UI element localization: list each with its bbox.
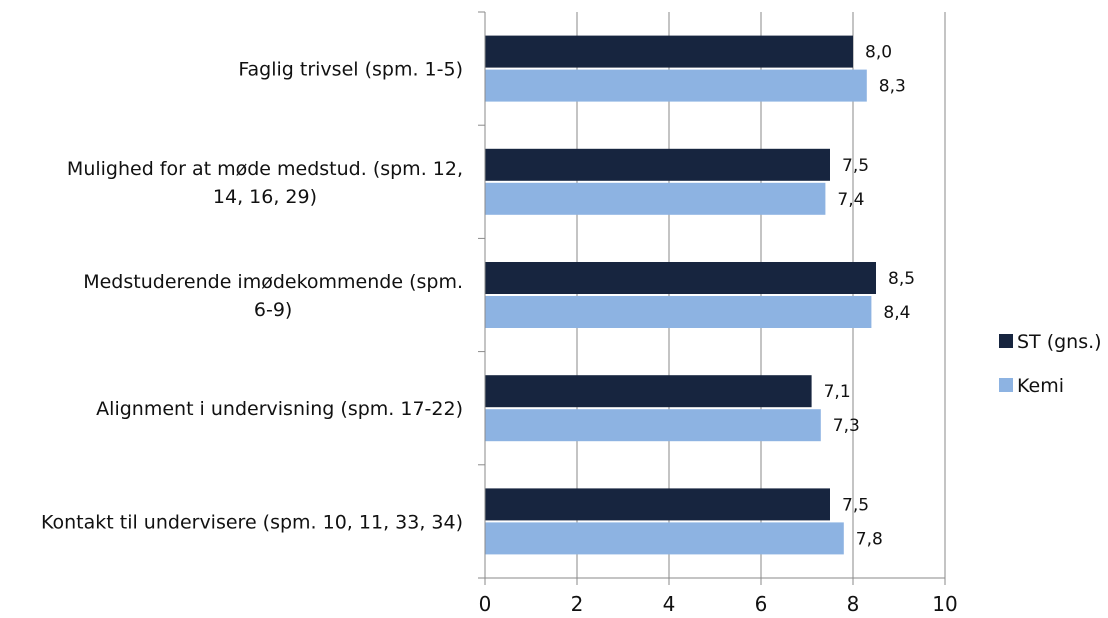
data-label: 8,5 xyxy=(888,269,915,289)
data-label: 7,1 xyxy=(824,382,851,402)
legend-swatch xyxy=(999,378,1013,392)
bar-st xyxy=(485,262,876,294)
category-label: Kontakt til undervisere (spm. 10, 11, 33… xyxy=(41,511,463,533)
bar-kemi xyxy=(485,522,844,555)
x-tick-label: 2 xyxy=(571,592,584,616)
data-label: 8,0 xyxy=(865,43,892,63)
bar-st xyxy=(485,35,853,68)
bar-kemi xyxy=(485,182,826,215)
data-label: 8,3 xyxy=(879,77,906,97)
x-tick-label: 0 xyxy=(479,592,492,616)
data-label: 7,5 xyxy=(842,156,869,176)
bar-st xyxy=(485,148,830,181)
gridlines xyxy=(576,12,946,578)
legend-label: ST (gns.) xyxy=(1017,331,1102,353)
category-label: Medstuderende imødekommende (spm. xyxy=(83,271,463,293)
bar-kemi xyxy=(485,296,872,328)
data-label: 7,3 xyxy=(833,416,860,436)
bar-kemi xyxy=(485,409,821,442)
category-label: Mulighed for at møde medstud. (spm. 12, xyxy=(67,158,463,180)
legend: ST (gns.) Kemi xyxy=(999,331,1102,397)
x-tick-label: 4 xyxy=(663,592,676,616)
category-label: Alignment i undervisning (spm. 17-22) xyxy=(96,398,463,420)
legend-swatch xyxy=(999,334,1013,348)
bar-kemi xyxy=(485,69,867,102)
bars xyxy=(485,35,876,555)
data-label: 7,5 xyxy=(842,495,869,515)
labels: 0 2 4 6 8 10 8,0 8,3 Faglig trivsel (spm. 1-5) 7,… xyxy=(41,43,958,616)
category-label: Faglig trivsel (spm. 1-5) xyxy=(238,59,463,81)
bar-st xyxy=(485,488,830,521)
x-tick-label: 10 xyxy=(932,592,957,616)
bar-st xyxy=(485,375,812,408)
category-label: 6-9) xyxy=(254,299,292,321)
axes xyxy=(478,11,946,585)
legend-label: Kemi xyxy=(1017,375,1064,397)
x-tick-label: 8 xyxy=(847,592,860,616)
category-label: 14, 16, 29) xyxy=(213,186,317,208)
data-label: 7,4 xyxy=(837,190,864,210)
data-label: 7,8 xyxy=(856,529,883,549)
x-tick-label: 6 xyxy=(755,592,768,616)
data-label: 8,4 xyxy=(883,303,910,323)
